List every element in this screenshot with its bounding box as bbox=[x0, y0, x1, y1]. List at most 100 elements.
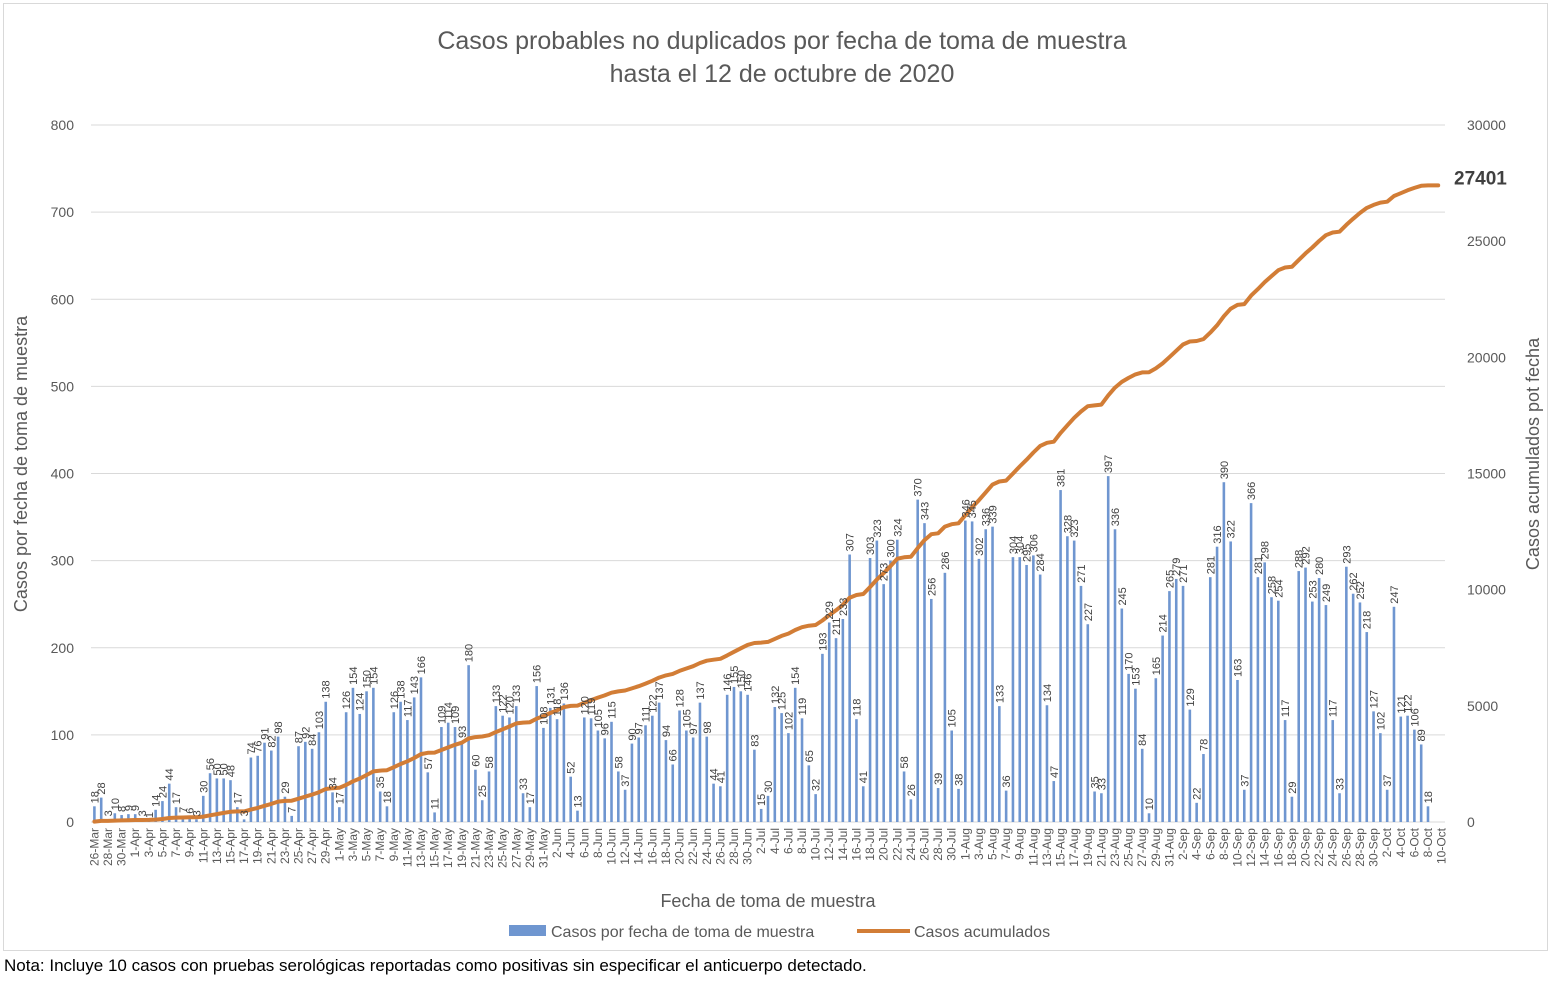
data-label: 41 bbox=[715, 771, 727, 783]
data-label: 44 bbox=[164, 768, 176, 780]
bar bbox=[1236, 679, 1239, 822]
x-axis-ticks: 26-Mar 28-Mar 30-Mar 1-Apr 3-Apr 5-Apr 7-Apr 9-… bbox=[87, 827, 1448, 868]
bar bbox=[317, 732, 321, 822]
data-label: 74 bbox=[246, 742, 258, 754]
bar bbox=[1229, 541, 1232, 822]
x-tick-label: 19-Apr bbox=[251, 828, 265, 864]
x-tick-label: 14-Sep bbox=[1258, 828, 1272, 867]
y-tick-label: 200 bbox=[51, 640, 75, 656]
data-label: 324 bbox=[892, 518, 904, 536]
bar bbox=[1297, 571, 1301, 822]
bar bbox=[596, 730, 600, 822]
bar bbox=[378, 791, 382, 822]
bar bbox=[1202, 754, 1205, 822]
data-label: 7 bbox=[287, 807, 299, 813]
bar bbox=[1079, 585, 1083, 822]
bar bbox=[1317, 578, 1321, 822]
data-label: 166 bbox=[416, 656, 428, 674]
bar bbox=[474, 769, 477, 822]
x-tick-label: 19-Aug bbox=[1081, 828, 1095, 867]
data-label: 150 bbox=[736, 670, 748, 688]
data-label: 138 bbox=[396, 680, 408, 698]
data-label: 328 bbox=[1062, 515, 1074, 533]
y2-tick-label: 25000 bbox=[1467, 233, 1506, 249]
data-label: 133 bbox=[994, 685, 1006, 703]
bar bbox=[1154, 678, 1158, 822]
bar bbox=[882, 584, 885, 822]
data-label: 114 bbox=[443, 702, 455, 720]
x-tick-label: 30-Jun bbox=[741, 828, 755, 865]
gridlines bbox=[91, 124, 1445, 823]
x-tick-label: 4-Jul bbox=[768, 828, 782, 854]
data-label: 3 bbox=[103, 810, 115, 816]
x-tick-label: 26-Mar bbox=[87, 828, 101, 866]
chart-frame bbox=[3, 3, 1548, 951]
data-label: 273 bbox=[879, 563, 891, 581]
x-tick-label: 22-Jun bbox=[686, 828, 700, 865]
footnote: Nota: Incluye 10 casos con pruebas serol… bbox=[4, 956, 867, 975]
bar bbox=[773, 706, 777, 822]
bar bbox=[637, 737, 641, 822]
bar bbox=[1242, 789, 1246, 822]
bar bbox=[671, 764, 675, 822]
bar bbox=[610, 721, 613, 822]
data-label: 106 bbox=[1409, 708, 1421, 726]
chart-title-line-2: hasta el 12 de octubre de 2020 bbox=[610, 60, 955, 88]
x-tick-label: 16-Jul bbox=[849, 828, 863, 861]
data-label: 30 bbox=[198, 781, 210, 793]
bar bbox=[787, 733, 790, 822]
data-label: 50 bbox=[219, 763, 231, 775]
data-label: 245 bbox=[1117, 587, 1129, 605]
bar bbox=[1351, 593, 1355, 822]
bar bbox=[664, 740, 668, 822]
x-tick-label: 7-Aug bbox=[999, 828, 1013, 860]
bar bbox=[161, 801, 164, 822]
data-label: 265 bbox=[1164, 570, 1176, 588]
bar bbox=[1072, 540, 1076, 822]
bar bbox=[943, 572, 947, 822]
data-label: 218 bbox=[1362, 611, 1374, 629]
bar bbox=[562, 703, 566, 822]
data-label: 56 bbox=[205, 758, 217, 770]
data-label: 37 bbox=[1382, 775, 1394, 787]
left-axis-ticks: 0 100 200 300 400 500 600 700 800 bbox=[51, 117, 75, 830]
bar bbox=[93, 806, 96, 822]
data-label: 292 bbox=[1301, 546, 1313, 564]
bar bbox=[1208, 577, 1212, 822]
bar bbox=[916, 499, 919, 822]
bar bbox=[936, 788, 940, 822]
x-tick-label: 17-Aug bbox=[1067, 828, 1081, 867]
bar bbox=[685, 730, 688, 822]
y2-tick-label: 20000 bbox=[1467, 349, 1506, 365]
y2-tick-label: 15000 bbox=[1467, 466, 1506, 482]
bar bbox=[1059, 490, 1062, 822]
data-label: 126 bbox=[341, 691, 353, 709]
legend-bar-label: Casos por fecha de toma de muestra bbox=[551, 924, 814, 941]
bar bbox=[1147, 813, 1151, 822]
data-label: 126 bbox=[389, 691, 401, 709]
x-tick-label: 21-Apr bbox=[264, 828, 278, 864]
x-tick-label: 15-May bbox=[428, 828, 442, 868]
bar bbox=[1100, 793, 1103, 822]
x-tick-label: 21-Aug bbox=[1094, 828, 1108, 867]
bar bbox=[998, 706, 1001, 822]
bar bbox=[324, 701, 328, 822]
data-label: 346 bbox=[960, 499, 972, 517]
data-label: 211 bbox=[831, 618, 843, 636]
data-label: 17 bbox=[525, 792, 537, 804]
x-tick-label: 25-May bbox=[496, 828, 510, 868]
x-tick-label: 18-Sep bbox=[1285, 828, 1299, 867]
bar bbox=[698, 702, 702, 822]
data-label: 9 bbox=[123, 805, 135, 811]
data-label: 33 bbox=[1096, 778, 1108, 790]
x-tick-label: 28-Jul bbox=[931, 828, 945, 861]
bar bbox=[712, 783, 715, 822]
data-label: 322 bbox=[1226, 520, 1238, 538]
data-label: 132 bbox=[770, 686, 782, 704]
bar bbox=[657, 702, 661, 822]
x-tick-label: 9-May bbox=[387, 828, 401, 861]
data-label: 84 bbox=[307, 734, 319, 746]
data-label: 10 bbox=[110, 798, 122, 810]
data-label: 150 bbox=[362, 670, 374, 688]
bar bbox=[555, 719, 559, 822]
